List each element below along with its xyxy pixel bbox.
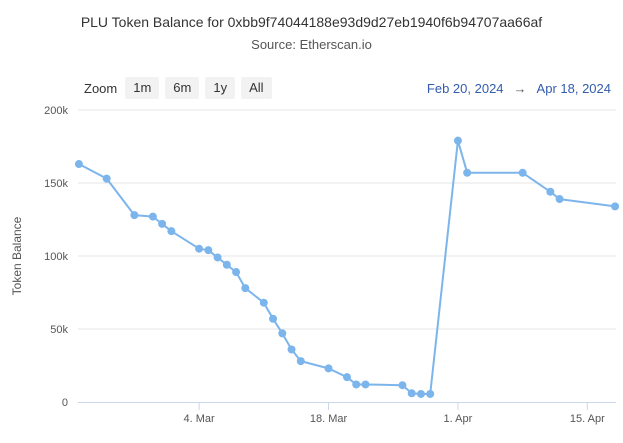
series-line — [78, 139, 616, 395]
data-point[interactable] — [158, 219, 167, 228]
x-tick-label: 4. Mar — [184, 413, 216, 425]
data-point[interactable] — [324, 364, 333, 373]
range-to-input[interactable]: Apr 18, 2024 — [536, 80, 611, 96]
data-point[interactable] — [398, 381, 407, 390]
zoom-label: Zoom — [84, 80, 118, 96]
data-point[interactable] — [407, 389, 416, 398]
x-tick-label: 1. Apr — [444, 413, 473, 425]
data-point[interactable] — [611, 202, 620, 211]
data-point[interactable] — [278, 329, 287, 338]
zoom-1y-button[interactable]: 1y — [205, 77, 236, 99]
data-point[interactable] — [195, 244, 204, 253]
data-point[interactable] — [241, 284, 250, 293]
zoom-bar: Zoom 1m 6m 1y All — [84, 76, 272, 100]
data-point[interactable] — [269, 314, 278, 323]
data-point[interactable] — [222, 260, 231, 269]
data-point[interactable] — [204, 246, 213, 255]
y-axis-title: Token Balance — [10, 216, 24, 295]
grid-lines — [78, 109, 616, 330]
data-point[interactable] — [426, 389, 435, 398]
y-tick-label: 50k — [50, 324, 68, 336]
y-tick-label: 200k — [44, 105, 68, 117]
zoom-all-button[interactable]: All — [241, 77, 272, 99]
zoom-6m-button[interactable]: 6m — [165, 77, 200, 99]
data-point[interactable] — [213, 253, 222, 262]
date-range: Feb 20, 2024 → Apr 18, 2024 — [427, 76, 611, 100]
data-point[interactable] — [167, 227, 176, 236]
chart-subtitle: Source: Etherscan.io — [251, 37, 372, 52]
x-tick-label: 18. Mar — [310, 413, 348, 425]
data-point[interactable] — [555, 195, 564, 204]
data-point[interactable] — [416, 389, 425, 398]
x-axis: 4. Mar 18. Mar 1. Apr 15. Apr — [78, 402, 616, 425]
data-point[interactable] — [518, 168, 527, 177]
y-tick-label: 150k — [44, 178, 68, 190]
data-point[interactable] — [352, 380, 361, 389]
range-arrow-icon: → — [513, 80, 527, 96]
y-tick-label: 100k — [44, 251, 68, 263]
zoom-1m-button[interactable]: 1m — [125, 77, 160, 99]
data-point[interactable] — [546, 187, 555, 196]
data-point[interactable] — [74, 160, 83, 169]
data-point[interactable] — [287, 345, 296, 354]
data-point[interactable] — [453, 136, 462, 145]
data-point[interactable] — [463, 168, 472, 177]
data-point[interactable] — [148, 212, 157, 221]
series-layer — [74, 136, 620, 398]
data-point[interactable] — [130, 211, 139, 220]
y-axis-ticks: 0 50k 100k 150k 200k — [44, 105, 68, 409]
data-point[interactable] — [232, 268, 241, 277]
data-point[interactable] — [296, 357, 305, 366]
data-point[interactable] — [259, 298, 268, 307]
x-tick-label: 15. Apr — [570, 413, 605, 425]
y-tick-label: 0 — [62, 397, 68, 409]
data-point[interactable] — [361, 380, 370, 389]
chart-title: PLU Token Balance for 0xbb9f74044188e93d… — [80, 14, 543, 30]
data-point[interactable] — [343, 373, 351, 382]
data-point[interactable] — [102, 174, 111, 183]
range-from-input[interactable]: Feb 20, 2024 — [426, 80, 504, 96]
